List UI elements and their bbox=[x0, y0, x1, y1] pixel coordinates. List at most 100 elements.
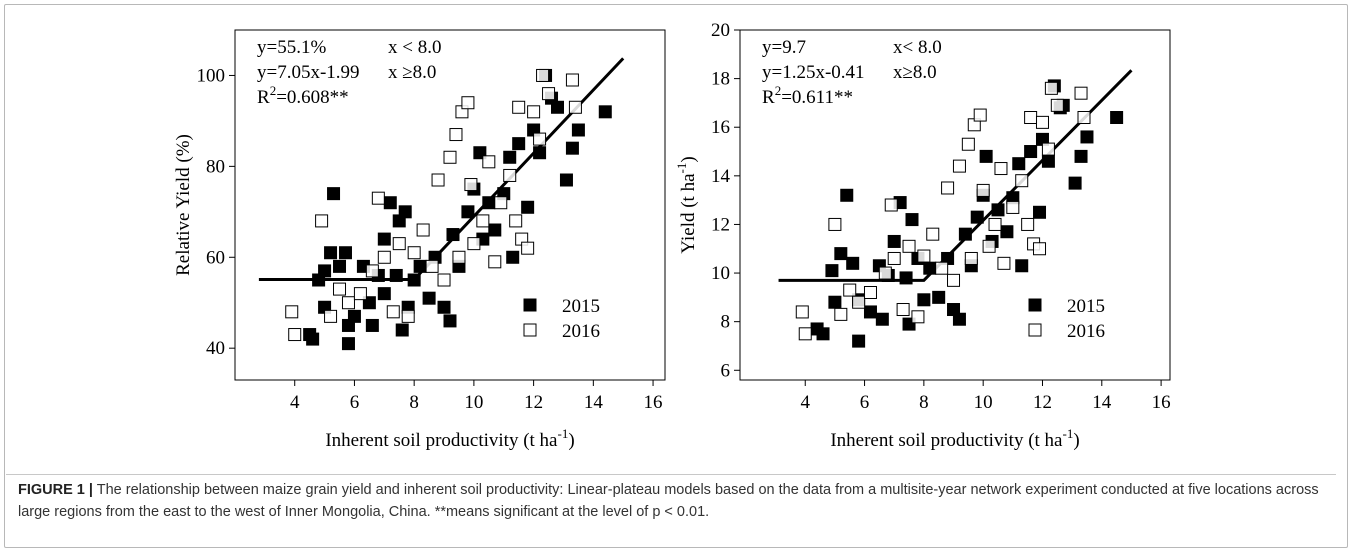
data-point bbox=[1074, 86, 1088, 100]
data-point bbox=[324, 246, 338, 260]
x-tick-label: 14 bbox=[584, 392, 604, 413]
data-point bbox=[846, 256, 860, 270]
x-axis-label-end: ) bbox=[1073, 430, 1079, 451]
data-point bbox=[288, 328, 302, 342]
plot-frame bbox=[234, 29, 666, 381]
data-point bbox=[911, 310, 925, 324]
data-point bbox=[333, 259, 347, 273]
data-point bbox=[503, 150, 517, 164]
data-point bbox=[571, 123, 585, 137]
data-point bbox=[1012, 157, 1026, 171]
x-tick-label: 6 bbox=[350, 392, 360, 413]
x-tick-label: 16 bbox=[1152, 392, 1171, 413]
y-axis-label-text: Relative Yield (%) bbox=[173, 134, 194, 276]
data-point bbox=[834, 307, 848, 321]
data-point bbox=[437, 273, 451, 287]
data-point bbox=[952, 159, 966, 173]
data-point bbox=[347, 309, 361, 323]
data-point bbox=[1033, 242, 1047, 256]
data-point bbox=[416, 223, 430, 237]
data-point bbox=[506, 250, 520, 264]
figure-frame bbox=[4, 4, 1348, 548]
data-point bbox=[512, 100, 526, 114]
data-point bbox=[333, 282, 347, 296]
data-point bbox=[407, 273, 421, 287]
data-point bbox=[825, 264, 839, 278]
data-point bbox=[377, 250, 391, 264]
r-squared-base: R bbox=[257, 87, 270, 108]
data-point bbox=[991, 203, 1005, 217]
data-point bbox=[565, 73, 579, 87]
data-point bbox=[377, 232, 391, 246]
x-axis-label: Inherent soil productivity (t ha-1) bbox=[830, 426, 1079, 451]
x-tick-label: 6 bbox=[860, 392, 870, 413]
data-point bbox=[1077, 111, 1091, 124]
data-point bbox=[398, 205, 412, 219]
data-point bbox=[852, 334, 866, 348]
chart: 4 6 8 10 12 14 16 6 8 10 12 14 16 18 20 Inherent soil p… bbox=[674, 20, 1171, 451]
data-point bbox=[843, 283, 857, 297]
data-point bbox=[795, 305, 809, 319]
y-tick-label: 6 bbox=[721, 360, 731, 381]
data-point bbox=[899, 271, 913, 285]
data-point bbox=[407, 246, 421, 260]
annotation: y=7.05x-1.99 bbox=[257, 62, 360, 83]
data-point bbox=[341, 337, 355, 351]
annotation: y=55.1% bbox=[257, 37, 326, 58]
data-point bbox=[389, 268, 403, 282]
y-axis-label: Relative Yield (%) bbox=[173, 134, 194, 276]
data-point bbox=[285, 305, 299, 319]
data-point bbox=[828, 295, 842, 309]
data-point bbox=[988, 217, 1002, 231]
data-point bbox=[542, 87, 556, 101]
data-point bbox=[917, 293, 931, 307]
data-point bbox=[371, 191, 385, 205]
data-point bbox=[482, 196, 496, 210]
annotation: x≥8.0 bbox=[893, 62, 937, 83]
x-axis-label-text: Inherent soil productivity (t ha bbox=[830, 430, 1063, 451]
data-point bbox=[982, 239, 996, 253]
data-point bbox=[923, 261, 937, 275]
data-point bbox=[392, 237, 406, 251]
data-point bbox=[905, 213, 919, 227]
data-point bbox=[1068, 176, 1082, 190]
data-point bbox=[1041, 142, 1055, 156]
data-point bbox=[1041, 154, 1055, 168]
data-point bbox=[318, 264, 332, 278]
data-point bbox=[443, 150, 457, 164]
y-tick-label: 16 bbox=[711, 117, 730, 138]
caption-text: The relationship between maize grain yie… bbox=[18, 482, 1319, 520]
data-point bbox=[401, 309, 415, 323]
data-point bbox=[1024, 111, 1038, 124]
caption-label: FIGURE 1 | bbox=[18, 482, 93, 498]
data-point bbox=[365, 318, 379, 332]
x-tick-label: 8 bbox=[409, 392, 419, 413]
r-squared-sup: 2 bbox=[270, 83, 277, 98]
data-point bbox=[521, 241, 535, 255]
data-point bbox=[476, 214, 490, 228]
data-point bbox=[536, 68, 550, 82]
data-point bbox=[1015, 259, 1029, 273]
data-point bbox=[1024, 145, 1038, 159]
x-tick-label: 10 bbox=[464, 392, 483, 413]
data-point bbox=[565, 141, 579, 155]
y-tick-label: 10 bbox=[711, 263, 730, 284]
data-point bbox=[413, 259, 427, 273]
data-point bbox=[482, 155, 496, 169]
data-point bbox=[932, 290, 946, 304]
legend-label: 2015 bbox=[562, 296, 600, 317]
data-point bbox=[979, 149, 993, 163]
x-tick-label: 10 bbox=[974, 392, 993, 413]
data-point bbox=[1050, 98, 1064, 112]
data-point bbox=[1074, 149, 1088, 163]
data-point bbox=[494, 196, 508, 210]
y-axis-label-text: Yield (t ha bbox=[678, 173, 699, 254]
data-point bbox=[961, 137, 975, 151]
data-point bbox=[852, 295, 866, 309]
data-point bbox=[902, 239, 916, 253]
annotation: y=9.7 bbox=[762, 37, 806, 58]
y-axis-label-sup: -1 bbox=[674, 163, 689, 174]
x-axis-label-sup: -1 bbox=[1063, 426, 1074, 441]
data-point bbox=[863, 286, 877, 299]
data-point bbox=[306, 332, 320, 346]
